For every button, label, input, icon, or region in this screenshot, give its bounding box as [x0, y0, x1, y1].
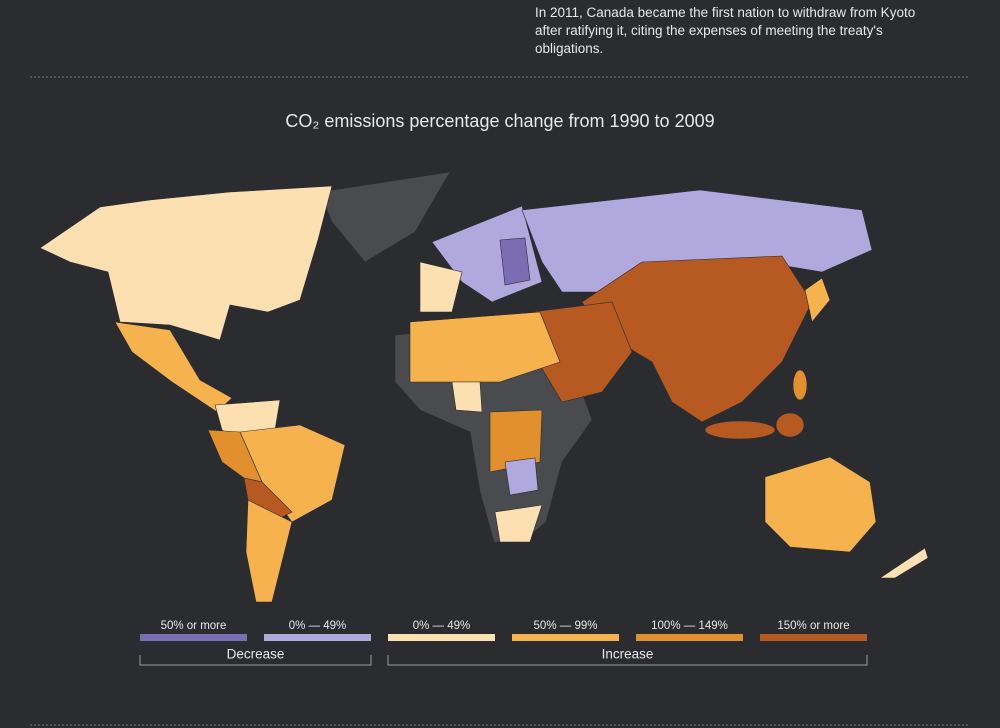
- legend-swatch: [512, 634, 619, 641]
- intro-note: In 2011, Canada became the first nation …: [535, 5, 916, 56]
- legend-swatch: [636, 634, 743, 641]
- argentina: [245, 499, 293, 603]
- legend-group-label: Decrease: [227, 647, 285, 662]
- legend-label: 0% — 49%: [289, 620, 347, 632]
- legend-label: 100% — 149%: [651, 620, 728, 632]
- legend-swatch: [760, 634, 867, 641]
- central-africa: [489, 409, 543, 473]
- australia: [764, 456, 877, 553]
- legend-label: 0% — 49%: [413, 620, 471, 632]
- legend-swatch: [140, 634, 247, 641]
- legend-group-label: Increase: [602, 647, 654, 662]
- zambia: [504, 457, 539, 496]
- legend-label: 150% or more: [777, 620, 849, 632]
- legend-label: 50% — 99%: [534, 620, 598, 632]
- new-zealand: [879, 547, 929, 579]
- indonesia: [704, 420, 776, 440]
- legend-bracket: [387, 655, 868, 666]
- legend-label: 50% or more: [161, 620, 227, 632]
- north-america: [39, 185, 333, 341]
- nigeria: [451, 381, 483, 413]
- eastern-europe: [499, 237, 531, 286]
- japan: [804, 277, 831, 323]
- legend-bracket: [139, 655, 372, 666]
- legend-swatch: [264, 634, 371, 641]
- greenland: [319, 171, 451, 263]
- legend-swatch: [388, 634, 495, 641]
- map-title: CO₂ emissions percentage change from 199…: [285, 111, 714, 131]
- western-europe: [419, 261, 463, 313]
- philippines: [792, 369, 808, 401]
- north-africa: [409, 311, 561, 383]
- south-africa: [494, 504, 543, 543]
- borneo: [775, 412, 805, 438]
- legend: 50% or more 0% — 49% Decrease 0% — 49% 50% —…: [139, 620, 868, 666]
- world-map: [39, 171, 929, 603]
